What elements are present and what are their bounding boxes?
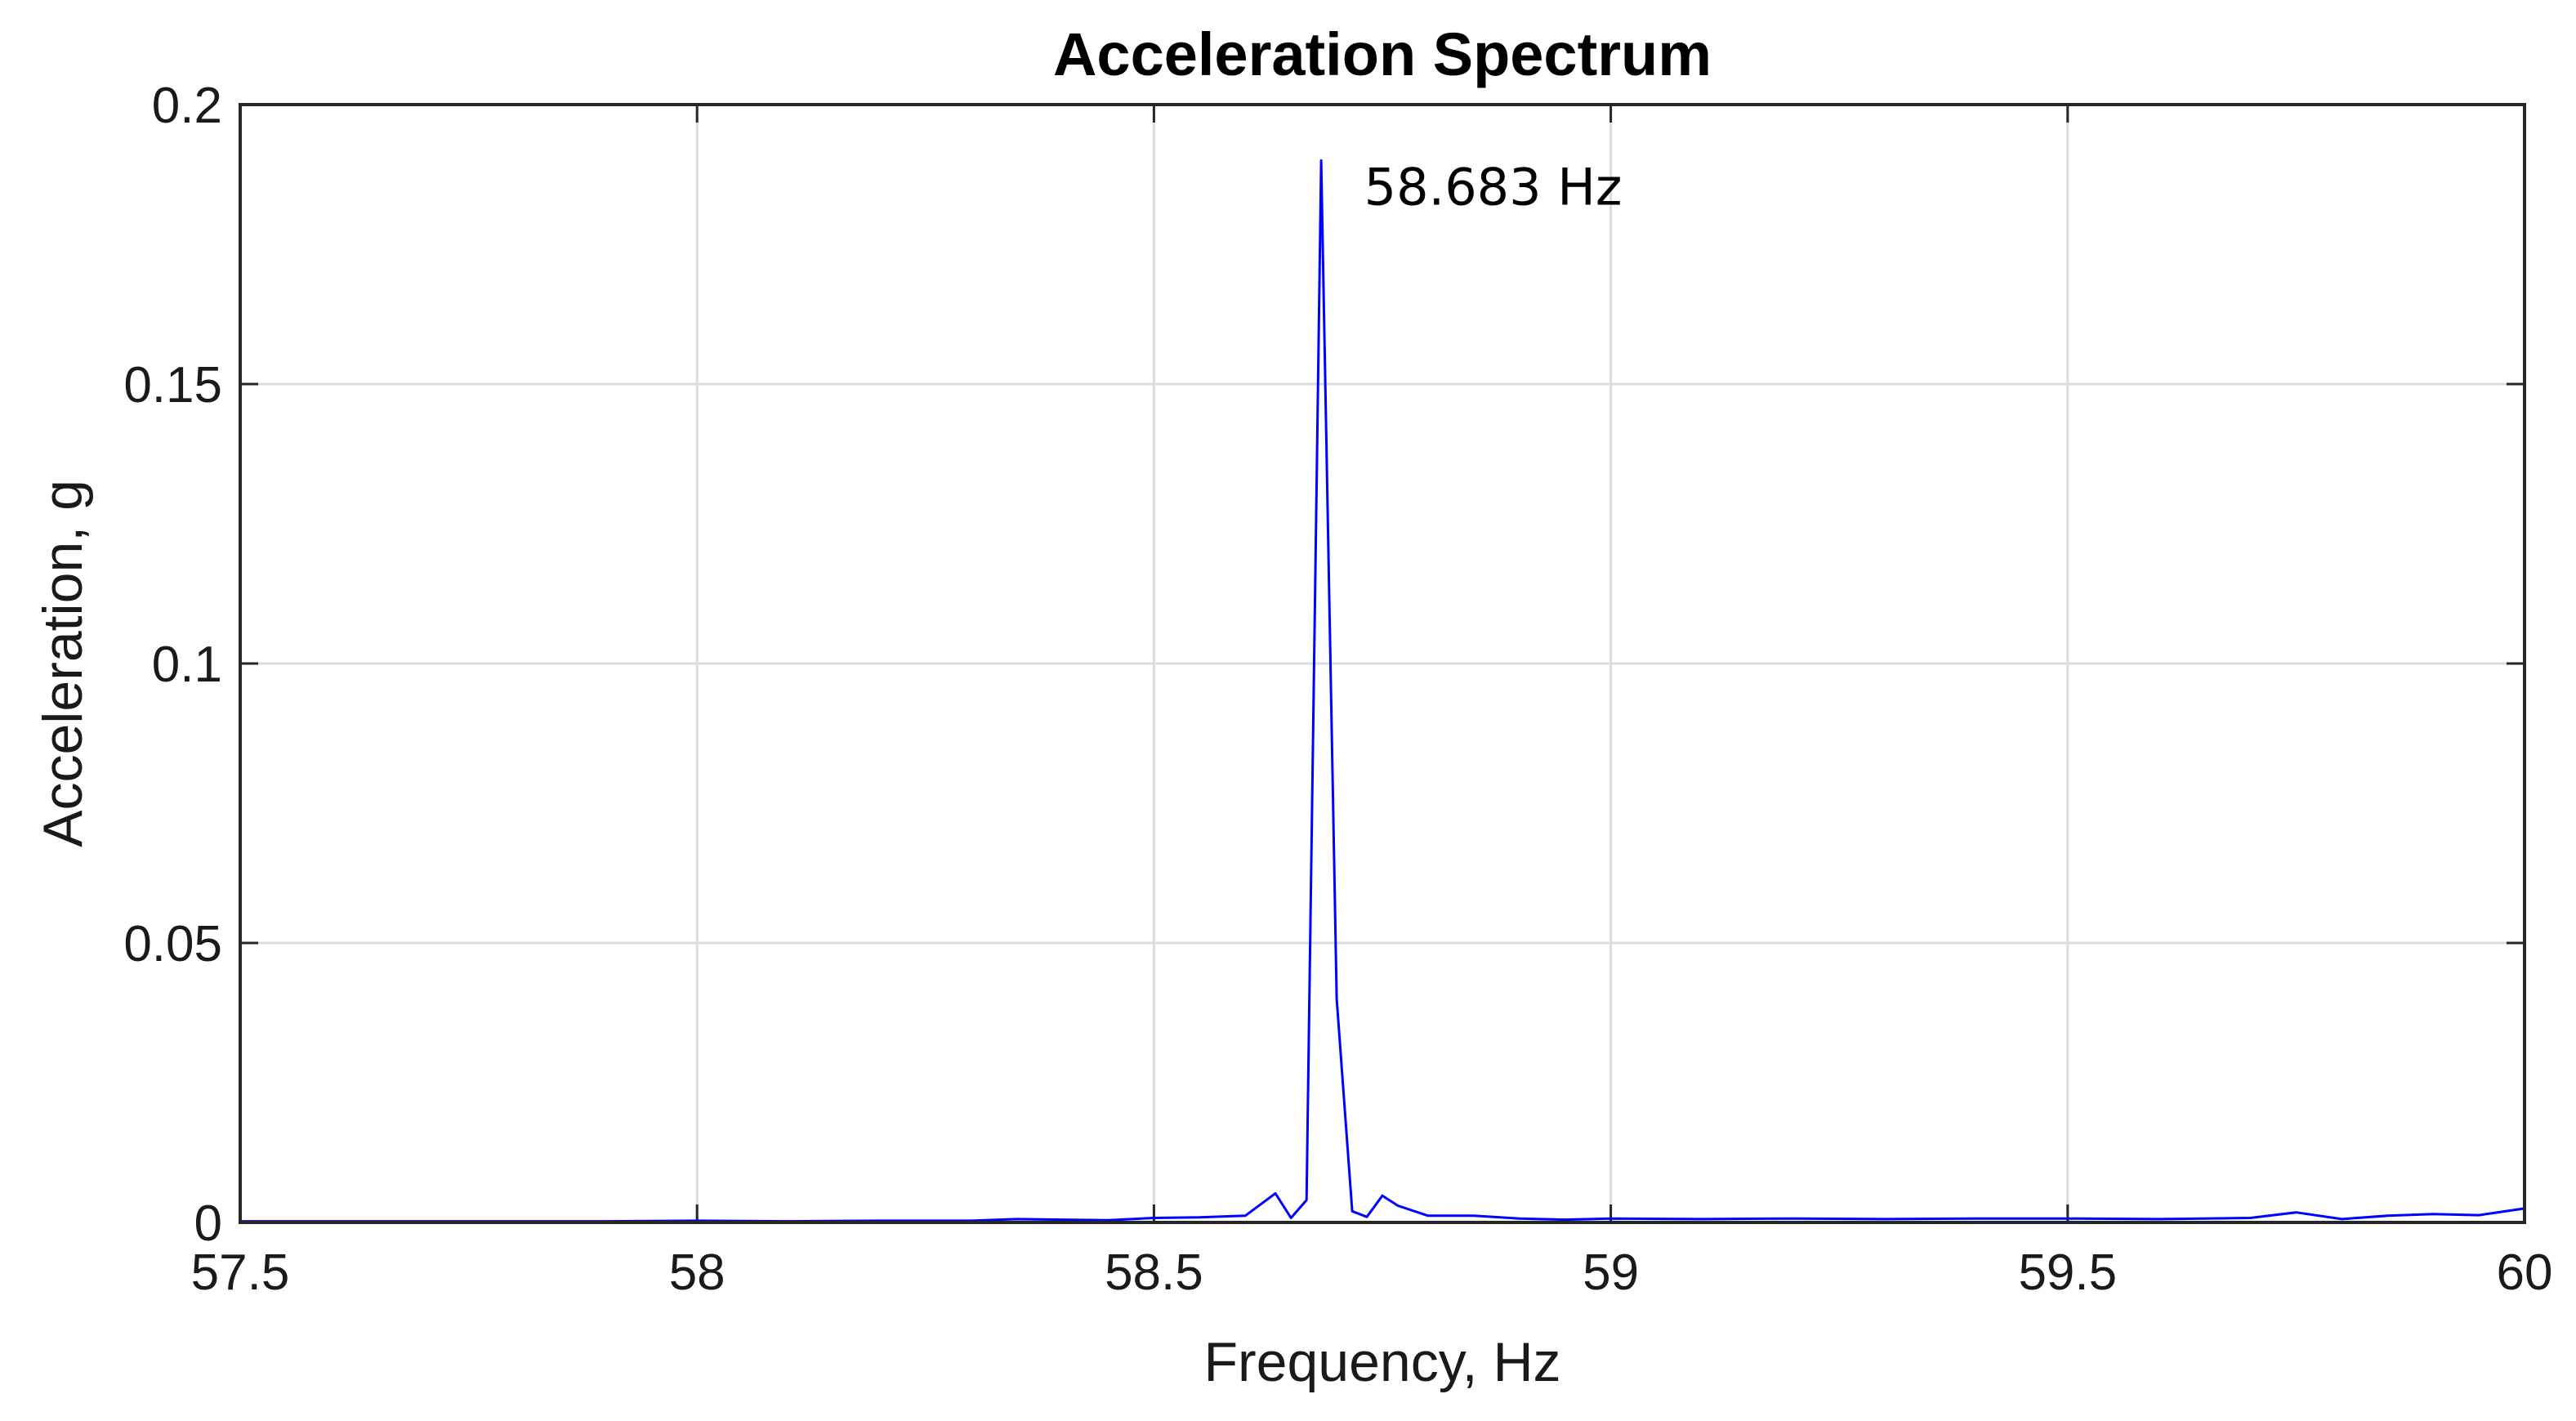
x-tick-label: 59: [1583, 1244, 1639, 1301]
x-tick-labels: 57.5 58 58.5 59 59.5 60: [191, 1244, 2553, 1301]
peak-annotation: 58.683 Hz: [1364, 158, 1623, 217]
x-tick-label: 58.5: [1105, 1244, 1203, 1301]
grid-lines: [240, 105, 2525, 1222]
x-tick-label: 59.5: [2018, 1244, 2117, 1301]
axes-frame: [239, 103, 2526, 1224]
spectrum-line: [240, 159, 2525, 1223]
y-tick-label: 0.2: [152, 78, 222, 134]
y-tick-label: 0: [194, 1195, 222, 1252]
y-axis-label: Acceleration, g: [32, 480, 94, 847]
chart-title: Acceleration Spectrum: [1053, 20, 1712, 88]
plot-area: [240, 159, 2525, 1223]
y-tick-labels: 0 0.05 0.1 0.15 0.2: [123, 78, 222, 1252]
y-tick-label: 0.15: [123, 357, 222, 413]
y-tick-label: 0.1: [152, 637, 222, 693]
x-tick-label: 58: [669, 1244, 725, 1301]
x-axis-label: Frequency, Hz: [1203, 1331, 1560, 1393]
y-tick-label: 0.05: [123, 916, 222, 972]
annotations: 58.683 Hz: [1364, 158, 1623, 217]
x-tick-label: 57.5: [191, 1244, 290, 1301]
x-tick-label: 60: [2497, 1244, 2553, 1301]
